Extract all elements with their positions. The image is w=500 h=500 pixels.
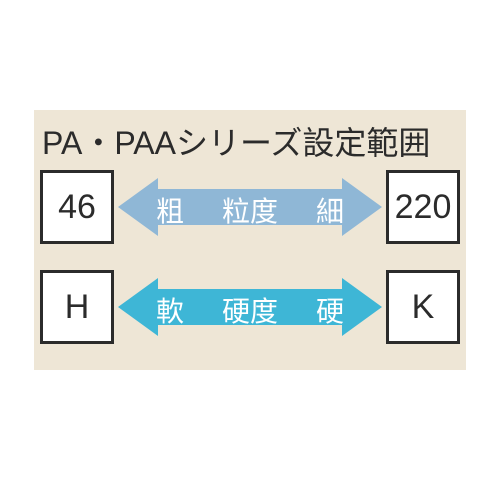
canvas: PA・PAAシリーズ設定範囲 46 粗 粒度 細 220 H 軟 硬度 硬 K	[0, 0, 500, 500]
row1-left-box: 46	[40, 170, 114, 244]
row2-left-value: H	[65, 288, 90, 327]
diagram-title: PA・PAAシリーズ設定範囲	[42, 118, 430, 164]
row2-label-center: 硬度	[222, 290, 278, 330]
row2-right-box: K	[386, 270, 460, 344]
row1-label-center: 粒度	[222, 190, 278, 230]
row1-left-value: 46	[58, 188, 96, 227]
row1-label-right: 細	[316, 190, 344, 230]
row1-right-value: 220	[395, 188, 452, 227]
row1-right-box: 220	[386, 170, 460, 244]
row2-label-right: 硬	[316, 290, 344, 330]
row2-left-box: H	[40, 270, 114, 344]
row2-label-left: 軟	[156, 290, 184, 330]
row2-right-value: K	[412, 288, 435, 327]
row1-label-left: 粗	[156, 190, 184, 230]
